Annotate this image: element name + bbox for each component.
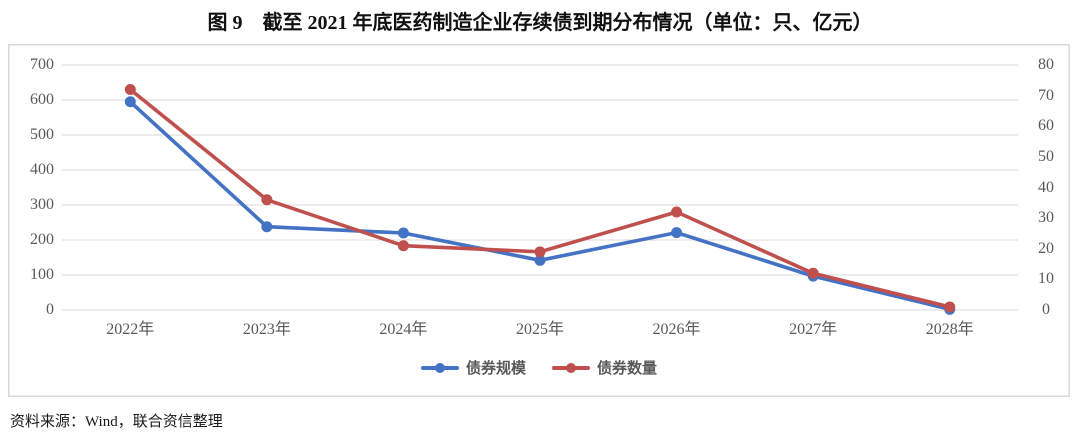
legend-item-count: 债券数量 [552,357,657,378]
left-axis-tick-label: 500 [30,126,54,143]
right-axis-tick-label: 60 [1038,117,1054,135]
right-axis-tick-label: 20 [1038,239,1054,257]
chart-title: 图 9 截至 2021 年底医药制造企业存续债到期分布情况（单位：只、亿元） [207,12,873,34]
legend-label-count: 债券数量 [597,361,658,377]
data-point-债券数量 [807,267,819,279]
left-axis-tick-label: 400 [30,161,54,178]
left-axis-tick-label: 0 [46,301,54,318]
data-point-债券数量 [944,301,956,313]
x-axis-category-label: 2025年 [515,321,564,338]
x-axis-category-label: 2027年 [789,321,838,338]
right-axis-tick-label: 0 [1042,301,1050,318]
legend-marker-count [552,362,590,374]
legend: 债券规模 债券数量 [8,357,1070,378]
chart-area: 700 600 500 400 300 200 100 0 80 70 60 50 40 30 20 10 0 2… [8,44,1070,397]
legend-item-scale: 债券规模 [420,357,526,378]
left-axis-tick-label: 300 [30,196,54,213]
data-point-债券数量 [397,240,409,252]
data-point-债券数量 [534,246,546,258]
right-axis-tick-label: 70 [1038,86,1054,104]
chart-frame [8,44,1070,397]
source-note: 资料来源：Wind，联合资信整理 [10,414,223,430]
plot-canvas [8,44,1070,397]
right-axis-tick-label: 50 [1038,147,1054,165]
data-point-债券数量 [671,206,683,218]
right-axis-tick-label: 80 [1038,56,1054,73]
data-point-债券规模 [124,96,136,108]
x-axis-category-label: 2026年 [652,321,701,338]
right-axis-tick-label: 40 [1038,178,1054,196]
x-axis-category-label: 2024年 [379,321,428,338]
left-axis-tick-label: 700 [30,56,54,73]
legend-dot-icon [566,362,576,373]
left-axis-tick-label: 100 [30,266,54,283]
left-axis-tick-label: 600 [30,91,54,108]
series-line-债券数量 [128,87,952,309]
right-axis-tick-label: 10 [1038,270,1054,288]
legend-marker-scale [420,362,459,374]
data-point-债券规模 [261,221,273,233]
data-point-债券规模 [534,254,546,266]
data-point-债券规模 [397,227,409,239]
data-point-债券规模 [671,227,683,239]
legend-label-scale: 债券规模 [465,361,526,377]
legend-dot-icon [434,362,445,373]
data-point-债券数量 [124,84,136,95]
x-axis-category-label: 2023年 [242,321,291,338]
x-axis-category-label: 2028年 [925,321,974,338]
left-axis-tick-label: 200 [30,231,54,248]
data-point-债券数量 [261,194,273,206]
x-axis-category-label: 2022年 [106,321,155,338]
right-axis-tick-label: 30 [1038,209,1054,227]
